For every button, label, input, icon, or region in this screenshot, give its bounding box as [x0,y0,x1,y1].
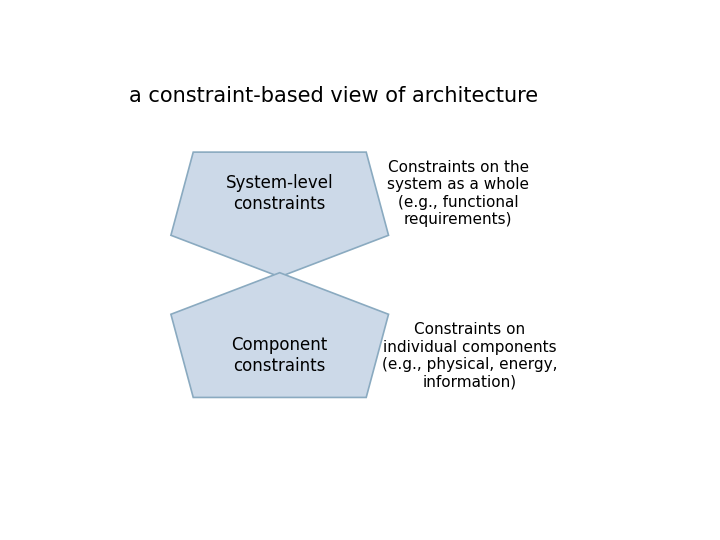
Text: Component
constraints: Component constraints [232,336,328,375]
Polygon shape [171,273,389,397]
Text: a constraint-based view of architecture: a constraint-based view of architecture [129,85,538,106]
Text: System-level
constraints: System-level constraints [226,174,333,213]
Polygon shape [171,152,389,277]
Text: Constraints on the
system as a whole
(e.g., functional
requirements): Constraints on the system as a whole (e.… [387,160,529,227]
Text: Constraints on
individual components
(e.g., physical, energy,
information): Constraints on individual components (e.… [382,322,557,389]
